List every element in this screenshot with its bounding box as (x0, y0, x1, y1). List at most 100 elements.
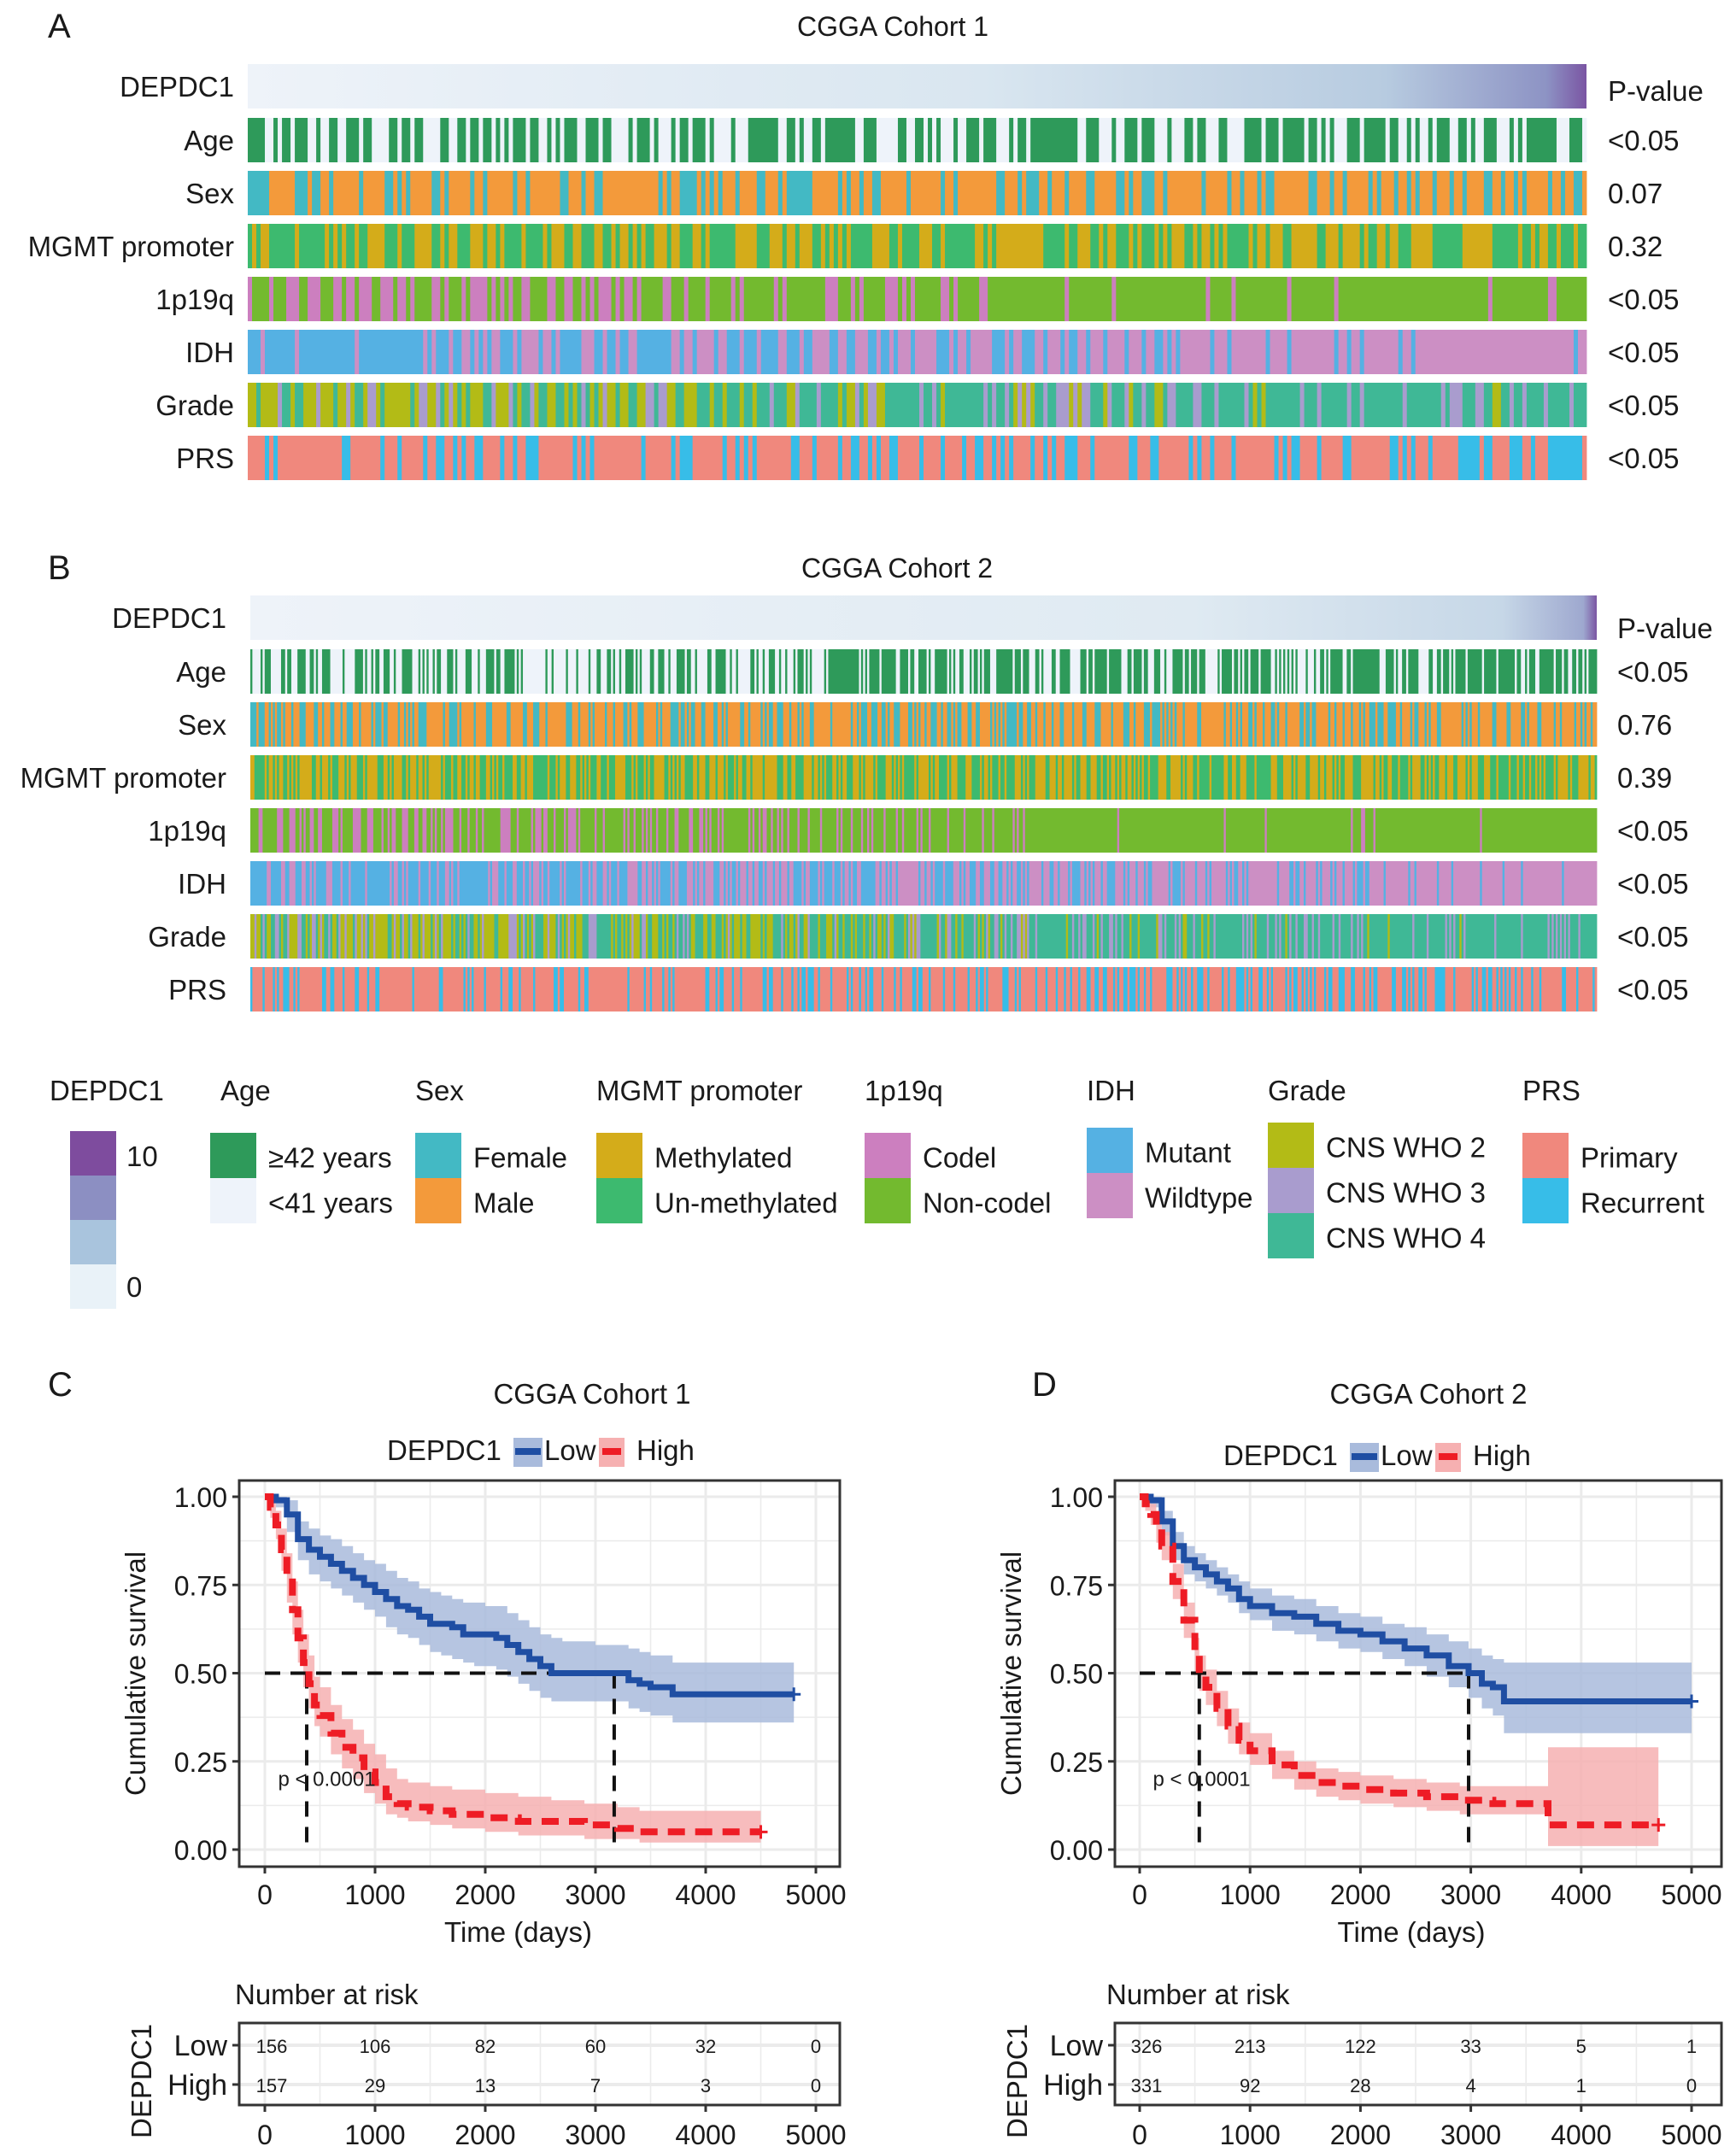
track-cell (1465, 649, 1469, 694)
track-cell (795, 649, 798, 694)
risk-row-label: Low (174, 2030, 228, 2062)
track-cell (535, 914, 544, 959)
track-cell (1167, 118, 1172, 162)
track-cell (1305, 702, 1311, 747)
track-cell (295, 383, 304, 427)
track-cell (273, 967, 276, 1011)
track-cell (812, 755, 815, 800)
track-cell (641, 224, 646, 268)
track-cell (885, 914, 889, 959)
track-cell (938, 914, 941, 959)
track-cell (315, 861, 327, 906)
track-cell (1002, 861, 1007, 906)
track-cell (1461, 914, 1464, 959)
track-cell (1270, 755, 1278, 800)
track-cell (1330, 649, 1343, 694)
track-cell (534, 383, 539, 427)
track-cell (482, 808, 484, 853)
track-cell (487, 171, 513, 215)
track-cell (551, 118, 556, 162)
track-cell (1541, 702, 1555, 747)
track-cell (848, 861, 852, 906)
track-cell (696, 755, 700, 800)
track-cell (1000, 914, 1003, 959)
track-cell (1408, 649, 1419, 694)
track-cell (936, 702, 941, 747)
track-cell (1264, 702, 1271, 747)
track-cell (408, 755, 411, 800)
track-cell (1086, 330, 1091, 374)
track-cell (1240, 702, 1243, 747)
track-cell (1193, 383, 1202, 427)
track-cell (555, 755, 559, 800)
track-cell (1317, 224, 1327, 268)
track-cell (1026, 118, 1031, 162)
track-cell (1100, 861, 1104, 906)
track-cell (473, 702, 477, 747)
y-tick-label: 0.00 (1050, 1835, 1103, 1866)
track-cell (269, 436, 274, 480)
track-cell (936, 330, 950, 374)
track-cell (880, 436, 890, 480)
track-cell (473, 755, 477, 800)
track-cell (1133, 224, 1138, 268)
track-cell (283, 808, 290, 853)
track-cell (1573, 330, 1579, 374)
track-cell (1375, 702, 1378, 747)
heatmap-title: CGGA Cohort 1 (797, 11, 988, 42)
track-cell (1112, 702, 1124, 747)
track-cell (748, 436, 754, 480)
track-cell (1299, 383, 1305, 427)
track-cell (1419, 118, 1429, 162)
track-cell (739, 277, 745, 321)
track-cell (1578, 649, 1583, 694)
track-cell (414, 118, 424, 162)
track-cell (730, 649, 733, 694)
track-cell (1539, 967, 1542, 1011)
track-cell (361, 808, 368, 853)
track-cell (461, 436, 466, 480)
track-cell (1328, 967, 1333, 1011)
track-cell (449, 171, 471, 215)
track-cell (793, 914, 796, 959)
track-cell (1094, 914, 1098, 959)
track-cell (393, 914, 396, 959)
legend-title: DEPDC1 (50, 1075, 164, 1106)
track-cell (1446, 755, 1454, 800)
track-cell (726, 330, 741, 374)
track-cell (582, 914, 589, 959)
track-cell (742, 914, 747, 959)
track-cell (469, 808, 477, 853)
track-cell (765, 861, 767, 906)
track-cell (1231, 277, 1236, 321)
track-cell (1500, 171, 1506, 215)
track-cell (375, 967, 380, 1011)
legend-swatch (1268, 1123, 1314, 1168)
track-cell (696, 171, 702, 215)
track-cell (883, 914, 887, 959)
track-cell (762, 755, 765, 800)
track-cell (1477, 967, 1483, 1011)
track-cell (1172, 967, 1177, 1011)
track-cell (1556, 702, 1561, 747)
track-cell (658, 383, 668, 427)
track-cell (619, 861, 628, 906)
track-cell (1012, 861, 1018, 906)
track-cell (1455, 649, 1466, 694)
track-cell (809, 861, 818, 906)
track-cell (602, 224, 612, 268)
track-cell (463, 914, 466, 959)
track-cell (549, 755, 556, 800)
track-cell (516, 861, 524, 906)
track-cell (807, 649, 811, 694)
track-cell (842, 436, 852, 480)
track-cell (1418, 702, 1425, 747)
y-tick-label: 0.50 (174, 1659, 227, 1690)
track-cell (1344, 755, 1353, 800)
track-cell (443, 967, 464, 1011)
track-cell (346, 224, 355, 268)
track-cell (748, 118, 779, 162)
track-cell (641, 277, 664, 321)
track-cell (1059, 649, 1070, 694)
track-cell (847, 967, 849, 1011)
